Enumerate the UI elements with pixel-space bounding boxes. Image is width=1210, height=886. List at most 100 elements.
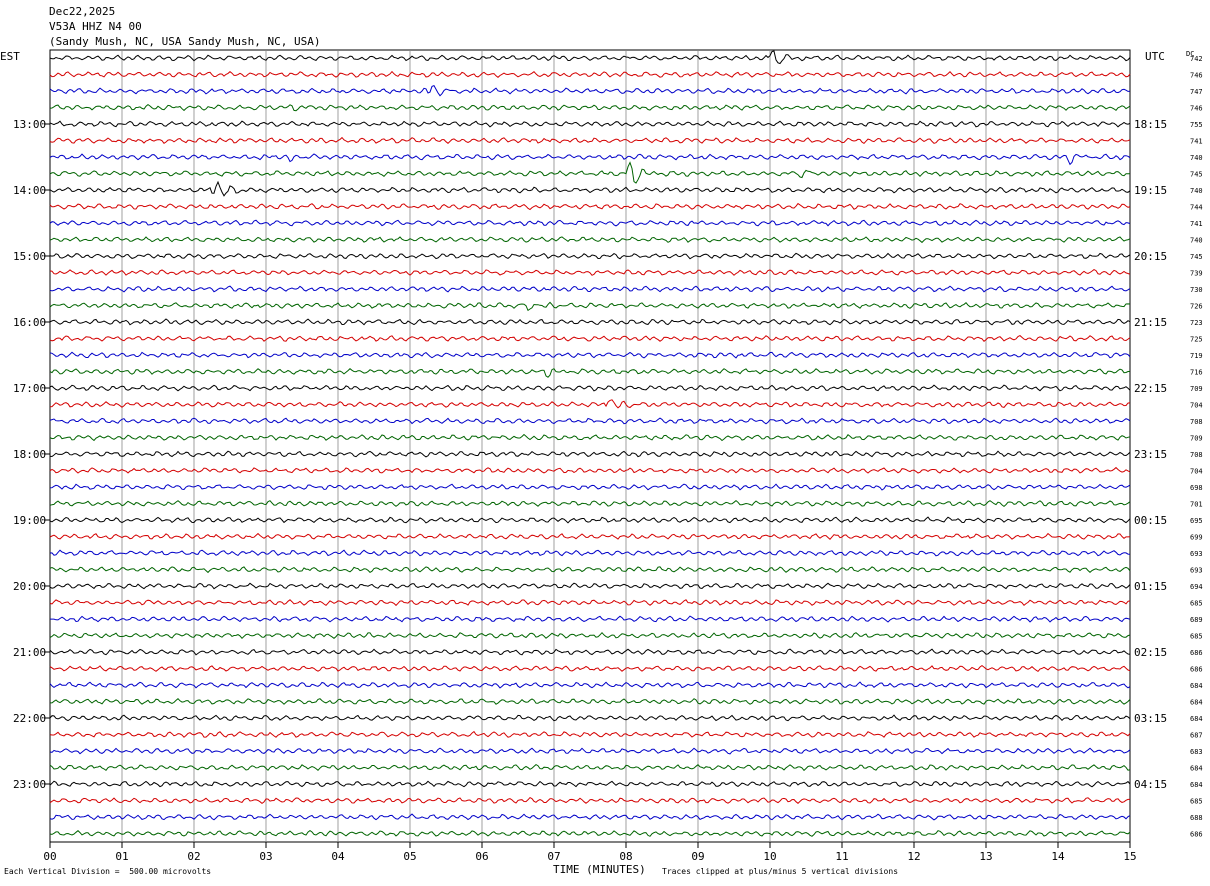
dc-offset-value: 742 (1190, 55, 1203, 63)
dc-offset-value: 716 (1190, 369, 1203, 377)
trace-row (49, 136, 1131, 145)
trace-row (49, 780, 1131, 788)
dc-offset-value: 739 (1190, 270, 1203, 278)
x-tick-label: 06 (475, 850, 488, 863)
dc-offset-value: 708 (1190, 418, 1203, 426)
dc-offset-value: 730 (1190, 286, 1203, 294)
dc-offset-value: 747 (1190, 88, 1203, 96)
trace-row (50, 698, 1131, 705)
dc-offset-value: 689 (1190, 616, 1203, 624)
x-tick-label: 02 (187, 850, 200, 863)
dc-offset-value: 741 (1190, 138, 1203, 146)
est-axis-label: EST (0, 50, 20, 63)
dc-offset-value: 704 (1190, 468, 1203, 476)
dc-offset-value: 688 (1190, 814, 1203, 822)
est-time-label: 22:00 (13, 712, 46, 725)
axis-labels: EST UTC DC 00 01 02 03 04 05 06 07 08 09 10 11 12 13 1… (0, 50, 1203, 863)
est-time-label: 20:00 (13, 580, 46, 593)
x-tick-label: 08 (619, 850, 632, 863)
dc-offset-header: DC (1186, 50, 1194, 58)
trace-row (49, 103, 1131, 112)
trace-row (49, 813, 1131, 821)
utc-time-label: 00:15 (1134, 514, 1167, 527)
dc-offset-value: 684 (1190, 715, 1203, 723)
trace-row (49, 648, 1131, 656)
trace-row (50, 615, 1131, 623)
dc-offset-value: 745 (1190, 171, 1203, 179)
trace-row (49, 714, 1131, 722)
dc-offset-value: 719 (1190, 352, 1203, 360)
dc-offset-value: 741 (1190, 220, 1203, 228)
trace-row (49, 829, 1131, 837)
est-time-label: 23:00 (13, 778, 46, 791)
dc-offset-value: 746 (1190, 105, 1203, 113)
dc-offset-value: 709 (1190, 385, 1203, 393)
trace-row (49, 384, 1131, 392)
trace-row (49, 219, 1131, 227)
minute-grid (44, 49, 1131, 848)
utc-time-label: 21:15 (1134, 316, 1167, 329)
trace-row (49, 318, 1131, 326)
scale-note: Each Vertical Division = 500.00 microvol… (4, 867, 212, 876)
chart-header: Dec22,2025 V53A HHZ N4 00 (Sandy Mush, N… (49, 4, 321, 49)
trace-row (49, 483, 1131, 491)
trace-row (49, 499, 1131, 508)
dc-offset-value: 725 (1190, 336, 1203, 344)
est-time-label: 21:00 (13, 646, 46, 659)
est-time-label: 13:00 (13, 118, 46, 131)
est-time-label: 18:00 (13, 448, 46, 461)
dc-offset-value: 686 (1190, 666, 1203, 674)
trace-row (49, 796, 1130, 805)
plot-frame (49, 49, 1131, 843)
dc-offset-value: 683 (1190, 748, 1203, 756)
trace-row (49, 84, 1131, 97)
dc-offset-value: 745 (1190, 253, 1203, 261)
utc-time-label: 02:15 (1134, 646, 1167, 659)
dc-offset-value: 726 (1190, 303, 1203, 311)
dc-offset-value: 694 (1190, 583, 1203, 591)
utc-time-label: 01:15 (1134, 580, 1167, 593)
x-axis-title: TIME (MINUTES) (553, 863, 646, 876)
trace-row (49, 631, 1131, 640)
x-tick-label: 15 (1123, 850, 1136, 863)
x-tick-label: 00 (43, 850, 56, 863)
trace-row (49, 70, 1131, 78)
dc-offset-value: 740 (1190, 187, 1203, 195)
dc-offset-value: 685 (1190, 798, 1203, 806)
utc-axis-label: UTC (1145, 50, 1165, 63)
x-tick-label: 09 (691, 850, 704, 863)
utc-time-label: 18:15 (1134, 118, 1167, 131)
trace-row (49, 566, 1131, 574)
trace-row (49, 664, 1131, 673)
utc-time-label: 03:15 (1134, 712, 1167, 725)
utc-time-label: 19:15 (1134, 184, 1167, 197)
trace-row (49, 450, 1131, 458)
trace-row (49, 368, 1131, 378)
x-tick-label: 10 (763, 850, 776, 863)
dc-offset-value: 744 (1190, 204, 1203, 212)
utc-time-label: 04:15 (1134, 778, 1167, 791)
trace-row (49, 153, 1131, 166)
est-time-label: 17:00 (13, 382, 46, 395)
trace-row (49, 335, 1131, 343)
dc-offset-value: 755 (1190, 121, 1203, 129)
trace-row (49, 351, 1131, 359)
trace-row (49, 433, 1131, 442)
station-code: V53A HHZ N4 00 (49, 20, 142, 33)
est-time-label: 15:00 (13, 250, 46, 263)
x-tick-label: 03 (259, 850, 272, 863)
dc-offset-value: 693 (1190, 567, 1203, 575)
x-tick-label: 05 (403, 850, 416, 863)
dc-offset-value: 740 (1190, 237, 1203, 245)
dc-offset-value: 687 (1190, 732, 1203, 740)
trace-row (49, 549, 1131, 557)
trace-row (49, 763, 1131, 772)
trace-row (49, 285, 1131, 293)
est-time-label: 16:00 (13, 316, 46, 329)
dc-offset-value: 701 (1190, 501, 1203, 509)
trace-row (49, 269, 1131, 276)
x-tick-label: 13 (979, 850, 992, 863)
dc-offset-value: 740 (1190, 154, 1203, 162)
trace-row (49, 161, 1130, 184)
trace-row (49, 747, 1131, 755)
